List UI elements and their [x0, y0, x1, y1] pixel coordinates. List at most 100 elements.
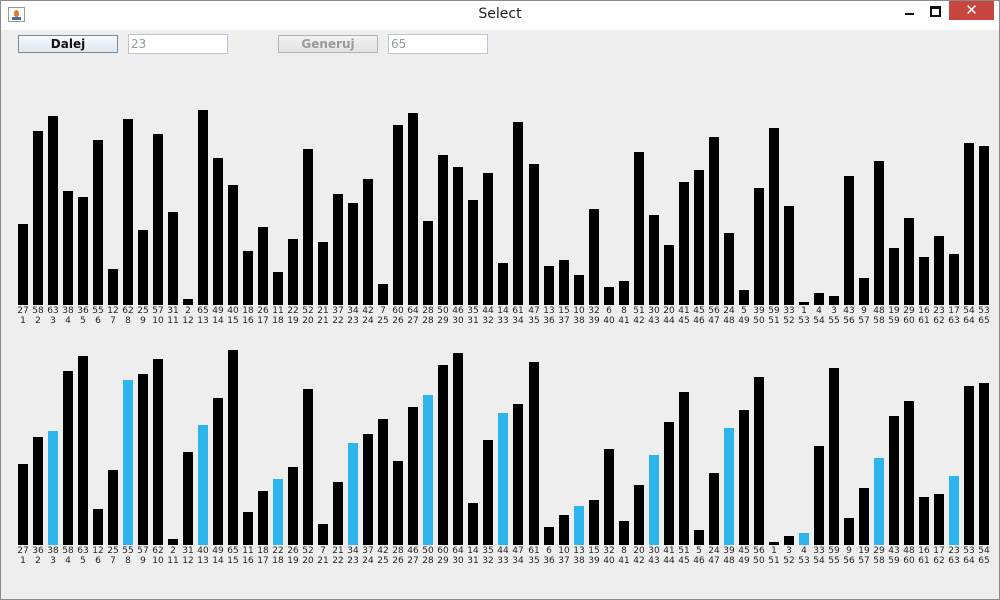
bar [634, 152, 644, 305]
java-app-icon [8, 7, 25, 22]
bar [333, 482, 343, 545]
bar-index-label: 65 [978, 556, 990, 566]
bar-value-label: 63 [77, 546, 89, 556]
bar-index-label: 50 [753, 316, 765, 326]
bar [123, 380, 133, 545]
bar-index-label: 40 [603, 316, 615, 326]
bar-value-label: 29 [903, 306, 915, 316]
minimize-icon[interactable] [897, 0, 923, 22]
bar-value-label: 36 [32, 546, 44, 556]
bar-index-label: 43 [648, 556, 660, 566]
bar-value-label: 14 [497, 306, 509, 316]
bar-index-label: 3 [50, 556, 56, 566]
bar-index-label: 16 [242, 556, 254, 566]
maximize-icon[interactable] [922, 0, 948, 22]
bar-value-label: 2 [185, 306, 191, 316]
bar [123, 119, 133, 305]
bar [33, 437, 43, 545]
bar-value-label: 62 [152, 546, 164, 556]
bar-index-label: 2 [35, 556, 41, 566]
bar-value-label: 25 [137, 306, 149, 316]
bar [48, 116, 58, 305]
bar [228, 350, 238, 545]
bar-index-label: 17 [257, 556, 269, 566]
bar-index-label: 22 [332, 556, 344, 566]
bar [529, 164, 539, 305]
next-value-field[interactable]: 23 [128, 34, 228, 54]
bar-index-label: 54 [813, 316, 825, 326]
bar [333, 194, 343, 305]
bar-value-label: 15 [558, 306, 570, 316]
bar [513, 404, 523, 545]
bar-index-label: 17 [257, 316, 269, 326]
bar [934, 494, 944, 545]
bar-value-label: 17 [933, 546, 945, 556]
bar-value-label: 6 [546, 546, 552, 556]
bar-index-label: 12 [182, 316, 194, 326]
bar-index-label: 45 [678, 556, 690, 566]
bar-value-label: 19 [858, 546, 870, 556]
bar-value-label: 9 [861, 306, 867, 316]
bar [604, 287, 614, 305]
bar-index-label: 34 [512, 556, 524, 566]
bar-index-label: 5 [80, 316, 86, 326]
bar-value-label: 41 [663, 546, 675, 556]
next-button[interactable]: Dalej [18, 35, 118, 53]
bar-index-label: 56 [843, 316, 855, 326]
bar [739, 410, 749, 545]
bar-value-label: 34 [347, 306, 359, 316]
bar-index-label: 24 [362, 556, 374, 566]
bar-index-label: 9 [140, 556, 146, 566]
bar-value-label: 20 [633, 546, 645, 556]
bar-index-label: 15 [227, 316, 239, 326]
bar-value-label: 46 [452, 306, 464, 316]
bar-value-label: 36 [77, 306, 89, 316]
bar-value-label: 51 [678, 546, 690, 556]
bar [498, 413, 508, 545]
bar-index-label: 28 [422, 556, 434, 566]
bar [799, 533, 809, 545]
bar-index-label: 9 [140, 316, 146, 326]
bar-index-label: 3 [50, 316, 56, 326]
bar [649, 215, 659, 305]
bar-index-label: 4 [65, 316, 71, 326]
bar-index-label: 59 [888, 556, 900, 566]
bar [153, 134, 163, 305]
bar [423, 395, 433, 545]
bar-value-label: 4 [801, 546, 807, 556]
bar-index-label: 61 [918, 556, 930, 566]
bar-value-label: 8 [621, 546, 627, 556]
bar [453, 167, 463, 305]
bar-value-label: 49 [212, 546, 224, 556]
bar [814, 446, 824, 545]
bar-index-label: 12 [182, 556, 194, 566]
bar-value-label: 44 [497, 546, 509, 556]
bar [243, 512, 253, 545]
bar-index-label: 18 [272, 316, 284, 326]
bar-value-label: 31 [167, 306, 179, 316]
bar-index-label: 4 [65, 556, 71, 566]
bar-value-label: 58 [32, 306, 44, 316]
bar-index-label: 8 [125, 556, 131, 566]
bar-index-label: 32 [482, 316, 494, 326]
bar-value-label: 57 [152, 306, 164, 316]
bar-value-label: 30 [648, 546, 660, 556]
generate-button[interactable]: Generuj [278, 35, 378, 53]
bar [108, 269, 118, 305]
bar-value-label: 21 [332, 546, 344, 556]
bar-value-label: 32 [588, 306, 600, 316]
close-icon[interactable]: ✕ [949, 0, 994, 20]
bar-value-label: 50 [437, 306, 449, 316]
generate-value-field[interactable]: 65 [388, 34, 488, 54]
bar-value-label: 15 [588, 546, 600, 556]
window-title: Select [478, 6, 522, 22]
bar-value-label: 55 [122, 546, 134, 556]
bar [544, 266, 554, 305]
bar-value-label: 20 [663, 306, 675, 316]
bar-value-label: 5 [741, 306, 747, 316]
bar-value-label: 62 [122, 306, 134, 316]
bar [468, 503, 478, 545]
bar-index-label: 28 [422, 316, 434, 326]
bar [844, 518, 854, 545]
